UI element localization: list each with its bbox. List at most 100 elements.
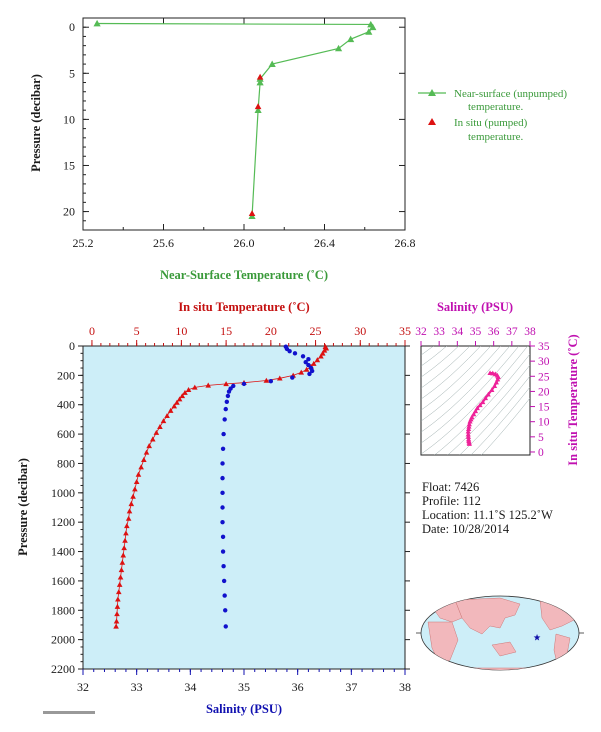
salinity-point: [221, 564, 226, 569]
near-surface-y-axis-label: Pressure (decibar): [29, 74, 43, 172]
in-situ-point: [254, 103, 262, 110]
temperature-point: [130, 493, 136, 499]
ts-y-tick-label: 0: [538, 447, 544, 459]
ts-point: [465, 434, 472, 439]
ts-point: [471, 411, 477, 417]
near-surface-point: [347, 35, 355, 43]
temperature-point: [143, 449, 150, 455]
temperature-point: [115, 589, 122, 595]
ts-point: [465, 431, 471, 437]
temp-tick-label: 15: [220, 324, 232, 338]
temperature-point: [120, 552, 127, 558]
ts-point: [485, 391, 491, 397]
salinity-point: [223, 608, 228, 613]
salinity-point: [306, 362, 311, 368]
temperature-point: [115, 596, 121, 602]
profile-top-axis-label: In situ Temperature (˚C): [178, 300, 309, 314]
float-location: Location: 11.1˚S 125.2˚W: [422, 508, 553, 522]
temperature-point: [171, 403, 178, 409]
salinity-point: [221, 431, 226, 437]
temperature-point: [179, 393, 186, 399]
temperature-point: [113, 618, 120, 624]
ts-point: [465, 436, 472, 442]
ts-point: [480, 399, 486, 405]
temperature-point: [276, 375, 283, 381]
ts-point: [465, 428, 471, 434]
profile-ticks: 0 5 10 15 20 25 30 35 32 33 34 35 36 37 38 0 200 400 600 80…: [51, 324, 411, 694]
temperature-point: [128, 501, 135, 507]
legend-in-situ-label-2: temperature.: [468, 131, 524, 143]
temperature-point: [132, 486, 138, 492]
ts-point: [469, 414, 475, 420]
salinity-point: [220, 446, 226, 451]
map-landmass-australia: [491, 641, 517, 657]
pressure-tick-label: 2000: [51, 633, 75, 647]
near-surface-point: [254, 106, 262, 114]
salinity-point: [220, 490, 225, 496]
float-star-shape: [533, 633, 541, 641]
density-contour: [421, 346, 528, 455]
temperature-point: [119, 559, 126, 565]
temperature-point: [303, 366, 310, 372]
salinity-point: [220, 534, 226, 540]
temperature-point: [114, 611, 120, 617]
temperature-point: [205, 382, 212, 388]
temperature-point: [125, 515, 132, 521]
salinity-point: [303, 359, 308, 365]
ts-y-tick-label: 5: [538, 432, 544, 444]
pressure-tick-label: 1200: [51, 515, 75, 529]
salinity-point: [306, 357, 311, 362]
pressure-tick-label: 800: [57, 456, 75, 470]
density-contour: [459, 375, 530, 455]
profile-date: Date: 10/28/2014: [422, 522, 510, 536]
salinity-point: [223, 624, 228, 629]
salinity-point: [222, 593, 227, 598]
pressure-tick-label: 600: [57, 427, 75, 441]
map-landmass-south-america: [553, 633, 571, 669]
density-contour: [421, 346, 511, 433]
legend-in-situ-marker: [428, 118, 436, 125]
temperature-point: [135, 471, 142, 477]
temp-tick-label: 0: [89, 324, 95, 338]
salinity-point: [220, 475, 225, 481]
legend-near-surface-label: Near-surface (unpumped): [454, 88, 567, 100]
profile-bottom-axis-label: Salinity (PSU): [206, 702, 282, 716]
ts-y-tick-label: 20: [538, 386, 550, 398]
near-surface-point: [93, 19, 101, 27]
ts-point: [491, 383, 498, 389]
profile-number: Profile: 112: [422, 494, 481, 508]
pressure-tick-label: 1400: [51, 545, 75, 559]
near-surface-chart: 25.2 25.6 26.0 26.4 26.8 0 5 10 15 20 Near-Surfac…: [29, 17, 416, 282]
ns-y-tick-label: 5: [69, 66, 75, 80]
sal-tick-label: 38: [399, 680, 411, 694]
ts-content: 32 33 34 35 36 37 38 0 5 10 15 20 25 30 35: [401, 196, 550, 459]
density-contour: [401, 196, 550, 345]
salinity-point: [241, 381, 247, 387]
temperature-point: [149, 436, 156, 442]
world-map: [416, 595, 584, 671]
salinity-point: [224, 399, 230, 404]
ts-point: [495, 376, 501, 382]
near-surface-point: [369, 23, 377, 31]
ts-plot-frame: [420, 345, 531, 456]
temperature-point: [182, 389, 188, 395]
salinity-point: [221, 578, 227, 584]
ns-x-tick-label: 26.4: [314, 236, 335, 250]
pressure-tick-label: 200: [57, 368, 75, 382]
temperature-point: [117, 574, 124, 580]
density-contour: [470, 386, 530, 455]
salinity-point: [222, 417, 227, 422]
near-surface-point: [334, 44, 343, 52]
ts-x-tick-label: 32: [415, 326, 427, 338]
ts-point: [487, 370, 493, 376]
ts-point: [466, 423, 472, 429]
temperature-point: [160, 418, 167, 424]
temperature-point: [298, 369, 305, 375]
temperature-point: [192, 384, 198, 390]
temperature-point: [223, 381, 229, 387]
temperature-point: [176, 396, 183, 402]
pressure-tick-label: 1600: [51, 574, 75, 588]
salinity-point: [290, 375, 295, 380]
near-surface-point: [268, 60, 276, 67]
